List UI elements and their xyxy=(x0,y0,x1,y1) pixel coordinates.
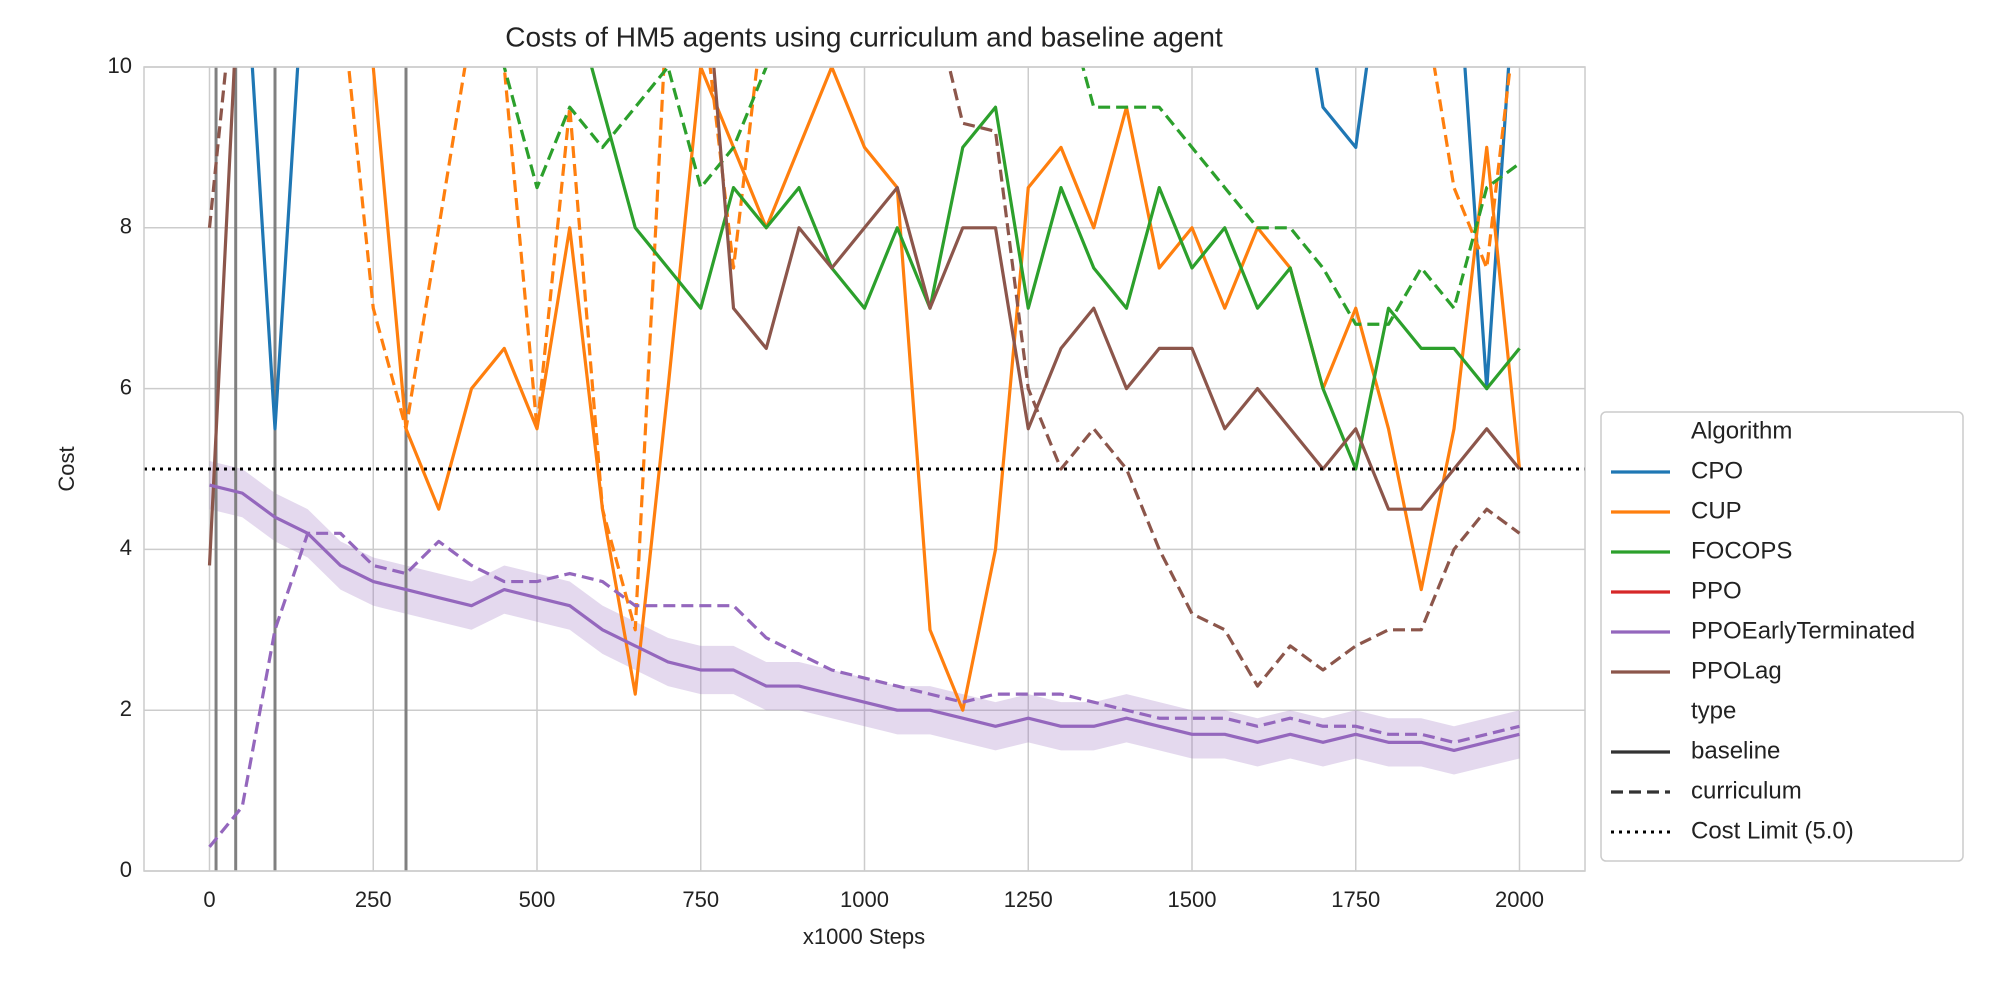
y-tick-label: 0 xyxy=(120,857,132,882)
legend-heading: Algorithm xyxy=(1691,417,1792,444)
legend-label: curriculum xyxy=(1691,777,1802,804)
chart-title: Costs of HM5 agents using curriculum and… xyxy=(505,21,1223,52)
legend-label: baseline xyxy=(1691,737,1780,764)
x-tick-label: 1750 xyxy=(1331,887,1380,912)
legend-label: Cost Limit (5.0) xyxy=(1691,817,1854,844)
series-line xyxy=(209,483,1520,752)
plot-area xyxy=(144,67,1585,871)
x-tick-label: 1500 xyxy=(1168,887,1217,912)
y-tick-label: 6 xyxy=(120,374,132,399)
legend-heading: type xyxy=(1691,697,1736,724)
y-tick-label: 4 xyxy=(120,535,132,560)
axes: 0 2 4 6 8 10 0 250 500 750 1000 1250 1500 1750 2000 xyxy=(108,53,1544,912)
x-tick-label: 750 xyxy=(682,887,719,912)
legend-label: PPOLag xyxy=(1691,657,1782,684)
legend-label: PPO xyxy=(1691,577,1742,604)
x-tick-label: 2000 xyxy=(1495,887,1544,912)
legend-label: CPO xyxy=(1691,457,1743,484)
legend: Algorithm CPO CUP FOCOPS PPO PPOEarlyTerminat… xyxy=(1611,417,1915,844)
series-line xyxy=(208,531,1520,848)
y-tick-label: 8 xyxy=(120,214,132,239)
y-axis-label: Cost xyxy=(54,446,79,491)
x-axis-label: x1000 Steps xyxy=(803,924,925,949)
series-line xyxy=(207,67,1521,566)
legend-label: CUP xyxy=(1691,497,1742,524)
y-tick-label: 10 xyxy=(108,53,132,78)
legend-label: FOCOPS xyxy=(1691,537,1792,564)
plot-frame xyxy=(143,66,1586,872)
x-tick-label: 250 xyxy=(355,887,392,912)
series-line xyxy=(502,67,1521,471)
x-tick-label: 1000 xyxy=(840,887,889,912)
legend-label: PPOEarlyTerminated xyxy=(1691,617,1915,644)
x-tick-label: 500 xyxy=(519,887,556,912)
x-tick-label: 0 xyxy=(203,887,215,912)
legend-box xyxy=(1600,411,1964,862)
y-tick-label: 2 xyxy=(120,696,132,721)
x-tick-label: 1250 xyxy=(1004,887,1053,912)
